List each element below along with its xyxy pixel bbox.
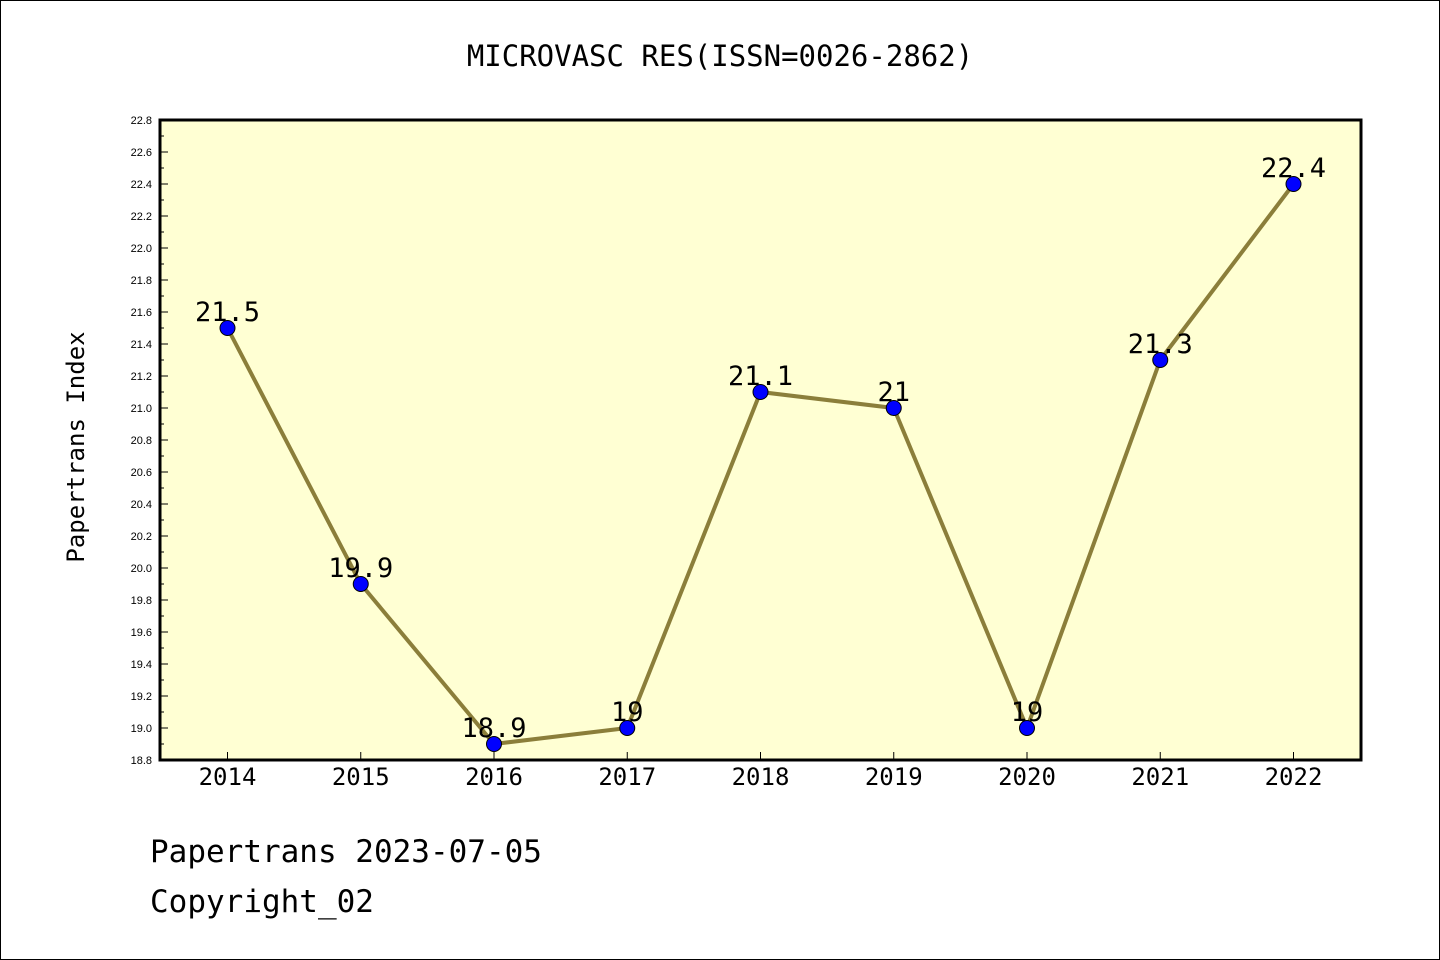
x-tick-label: 2018 [732,763,790,791]
y-tick-label: 22.0 [131,243,152,255]
data-point-2021 [1152,352,1169,368]
y-tick-label: 21.4 [131,339,152,351]
data-point-2016 [486,736,502,752]
x-tick-label: 2015 [332,763,390,791]
data-point-2019 [885,400,902,416]
footer-copyright: Copyright_02 [150,884,374,920]
data-label-2019: 21 [877,377,910,408]
y-tick-label: 19.0 [131,723,152,735]
x-tick-label: 2017 [598,763,656,791]
chart-title: MICROVASC RES(ISSN=0026-2862) [467,39,973,73]
x-tick-label: 2016 [465,763,523,791]
y-tick-label: 20.6 [131,467,152,479]
x-tick-label: 2020 [998,763,1056,791]
y-tick-label: 22.6 [131,147,152,159]
data-label-2014: 21.5 [195,297,260,328]
y-tick-label: 21.6 [131,307,152,319]
data-markers [219,176,1302,752]
y-axis-label: Papertrans Index [62,331,90,562]
data-label-2017: 19 [611,697,644,728]
y-tick-label: 22.4 [131,179,152,191]
data-label-2016: 18.9 [461,713,526,744]
data-label-2015: 19.9 [328,553,393,584]
x-tick-label: 2022 [1265,763,1323,791]
y-tick-label: 19.2 [131,691,152,703]
data-point-2015 [352,576,369,592]
footer-date: Papertrans 2023-07-05 [150,834,542,870]
data-label-2020: 19 [1011,697,1044,728]
y-tick-label: 21.2 [131,371,152,383]
x-tick-label: 2014 [199,763,257,791]
y-tick-label: 20.8 [131,435,152,447]
data-point-2022 [1285,176,1302,192]
y-tick-label: 19.4 [131,659,152,671]
y-axis-ticks: 18.8 19.0 19.2 19.4 19.6 19.8 20.0 20.2 20.4 20.6… [131,115,168,767]
data-point-2018 [752,384,769,400]
data-point-2014 [219,320,236,336]
x-axis-ticks: 2014 2015 2016 2017 2018 2019 2020 2021 2022 [199,752,1323,791]
x-tick-label: 2021 [1131,763,1189,791]
y-tick-label: 21.0 [131,403,152,415]
y-tick-label: 19.8 [131,595,152,607]
y-tick-label: 22.2 [131,211,152,223]
y-tick-label: 20.4 [131,499,152,511]
data-label-2022: 22.4 [1261,153,1326,184]
y-tick-label: 20.0 [131,563,152,575]
x-tick-label: 2019 [865,763,923,791]
data-point-2017 [619,720,636,736]
y-tick-label: 22.8 [131,115,152,127]
data-label-2021: 21.3 [1128,329,1193,360]
y-tick-label: 19.6 [131,627,152,639]
y-tick-label: 21.8 [131,275,152,287]
y-tick-label: 18.8 [131,755,152,767]
y-tick-label: 20.2 [131,531,152,543]
plot-area [158,118,1363,762]
data-point-2020 [1019,720,1035,736]
data-label-2018: 21.1 [728,361,793,392]
data-labels: 21.5 19.9 18.9 19 21.1 21 19 21.3 22.4 [195,153,1326,744]
